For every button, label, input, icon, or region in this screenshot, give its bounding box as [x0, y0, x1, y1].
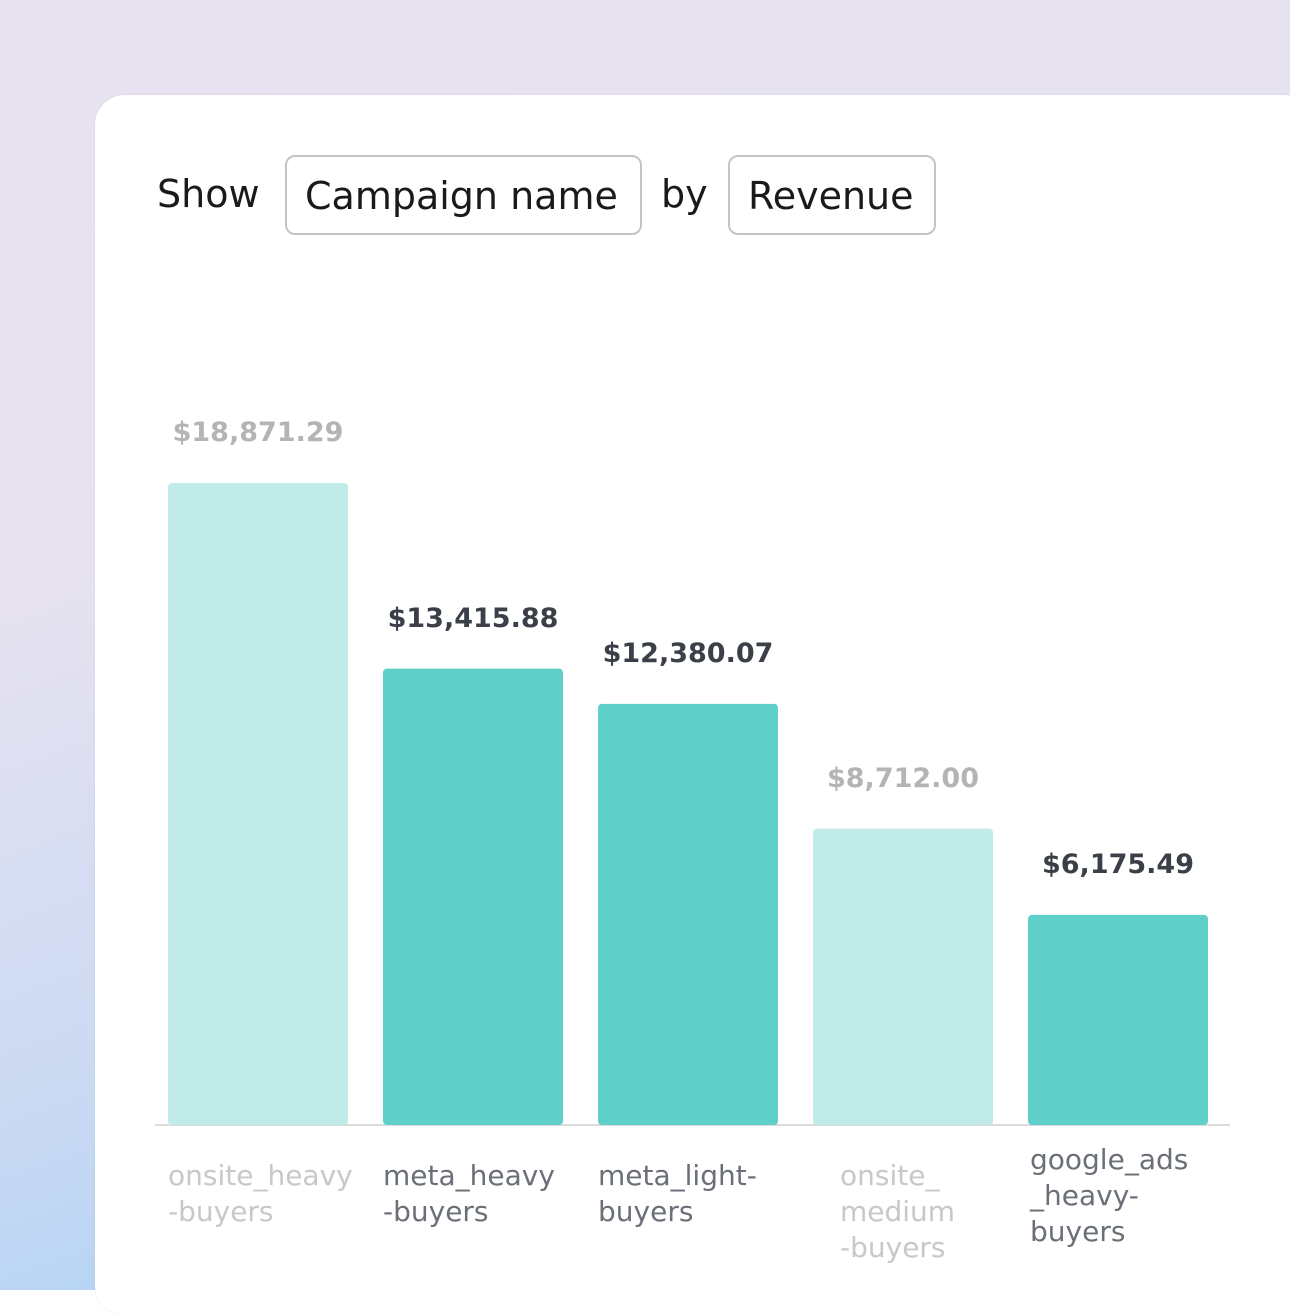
value-label: $12,380.07	[602, 637, 774, 669]
bar	[813, 828, 993, 1125]
metric-select[interactable]: Revenue	[728, 155, 936, 235]
bar	[598, 703, 778, 1125]
value-label: $18,871.29	[172, 417, 344, 448]
bar	[383, 668, 563, 1125]
by-label: by	[661, 172, 708, 216]
show-label: Show	[157, 172, 260, 216]
bar	[1028, 914, 1208, 1125]
x-tick-label: meta_light- buyers	[598, 1159, 757, 1228]
value-label: $8,712.00	[826, 762, 980, 794]
value-label: $13,415.88	[387, 602, 559, 634]
value-label: $6,175.49	[1041, 848, 1195, 880]
dimension-select[interactable]: Campaign name	[285, 155, 642, 235]
bar	[168, 483, 348, 1125]
x-tick-label: google_ads _heavy- buyers	[1030, 1143, 1189, 1248]
x-tick-label: onsite_heavy -buyers	[168, 1159, 353, 1228]
x-tick-label: meta_heavy -buyers	[383, 1159, 555, 1228]
x-tick-label: onsite_ medium -buyers	[840, 1159, 956, 1264]
